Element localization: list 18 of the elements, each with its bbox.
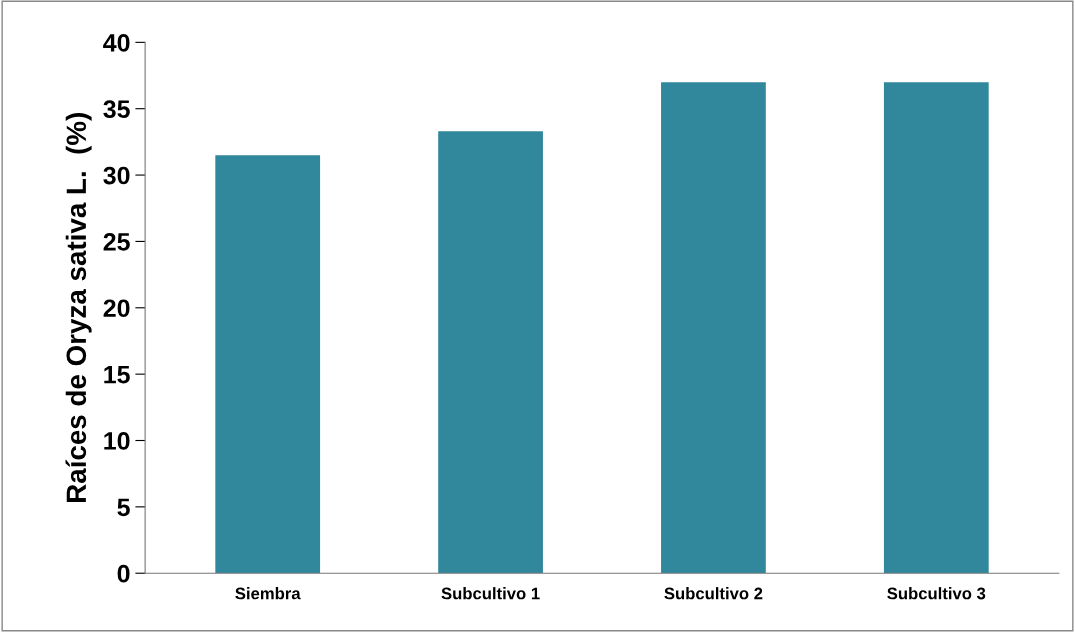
y-tick-label: 40	[103, 33, 130, 52]
x-tick-label: Subcultivo 3	[887, 587, 986, 600]
x-tick-label: Subcultivo 2	[664, 587, 763, 600]
bar	[883, 82, 989, 574]
bar	[661, 82, 766, 574]
bar	[215, 155, 321, 574]
bar	[438, 131, 543, 574]
x-tick-label: Subcultivo 1	[441, 587, 540, 600]
y-tick-label: 15	[104, 366, 130, 384]
y-tick-label: 0	[117, 564, 130, 583]
y-tick-label: 25	[103, 233, 130, 251]
y-tick-label: 20	[103, 299, 130, 318]
y-tick-label: 35	[103, 100, 130, 119]
y-axis-title: Raíces de Oryza sativa L. (%)	[65, 113, 92, 502]
x-tick-label: Siembra	[235, 587, 301, 600]
y-tick-label: 30	[103, 166, 130, 185]
y-tick-label: 5	[117, 498, 130, 517]
y-tick-label: 10	[104, 432, 130, 450]
